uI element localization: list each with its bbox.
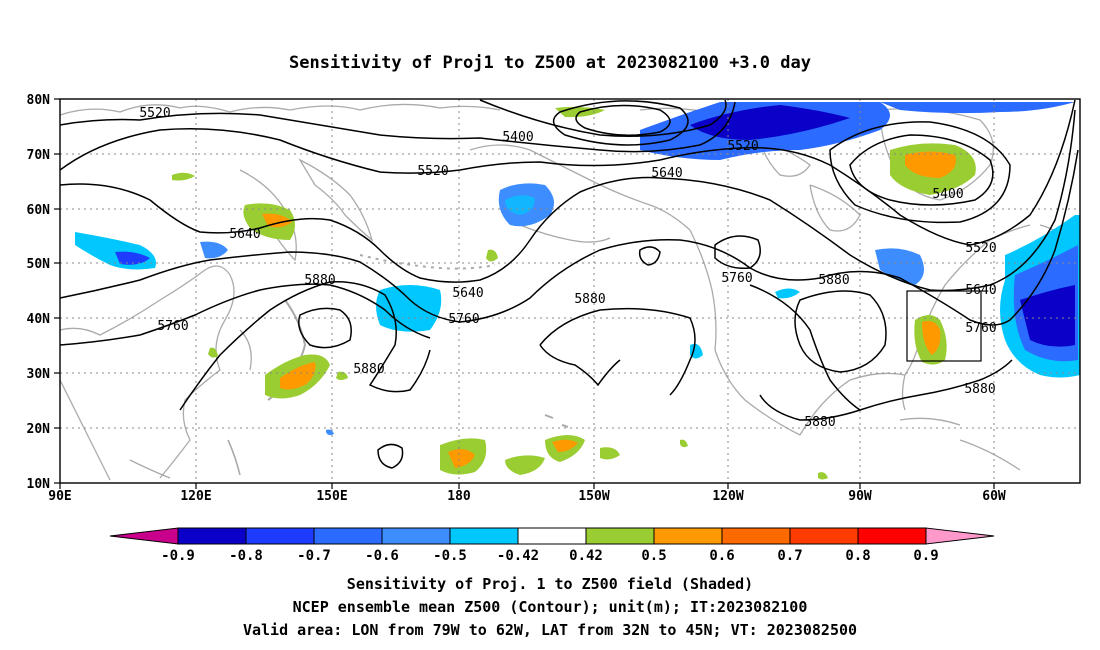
lat-label: 20N: [27, 422, 51, 437]
lat-label: 60N: [27, 203, 51, 218]
contour-label: 5880: [804, 415, 835, 430]
neg-region-hudson: [875, 248, 924, 285]
neg-region-pacific: [376, 285, 442, 332]
colorbar-label: 0.42: [569, 548, 603, 564]
colorbar-swatch: [449, 527, 519, 545]
map-panel: 5520 5400 5520 5640 5520 5400 5520 5640 …: [27, 93, 1081, 504]
contour-label: 5760: [448, 312, 479, 327]
contour-label: 5520: [417, 164, 448, 179]
colorbar-swatch: [313, 527, 383, 545]
caption-line-3: Valid area: LON from 79W to 62W, LAT fro…: [243, 621, 857, 639]
contour-label: 5880: [574, 292, 605, 307]
colorbar: [109, 527, 995, 545]
valid-area-box: [906, 290, 982, 362]
z500-contours: [59, 99, 1079, 469]
colorbar-label: 0.9: [913, 548, 938, 564]
lon-label: 120W: [712, 489, 743, 504]
colorbar-label: 0.6: [709, 548, 734, 564]
lon-label: 150W: [578, 489, 609, 504]
contour-label: 5520: [139, 106, 170, 121]
lat-label: 40N: [27, 312, 51, 327]
colorbar-swatch: [721, 527, 791, 545]
caption-line-1: Sensitivity of Proj. 1 to Z500 field (Sh…: [347, 575, 753, 593]
lon-labels: 90E 120E 150E 180 150W 120W 90W 60W: [48, 489, 1006, 504]
lon-label: 150E: [316, 489, 347, 504]
contour-label: 5760: [157, 319, 188, 334]
lat-label: 80N: [27, 93, 51, 108]
contour-label: 5640: [229, 227, 260, 242]
colorbar-label: 0.5: [641, 548, 666, 564]
colorbar-label: -0.9: [161, 548, 195, 564]
colorbar-label: -0.7: [297, 548, 331, 564]
contour-label: 5760: [965, 321, 996, 336]
colorbar-label: -0.6: [365, 548, 399, 564]
lat-label: 70N: [27, 148, 51, 163]
lon-label: 60W: [982, 489, 1006, 504]
contour-label: 5400: [502, 130, 533, 145]
colorbar-over-triangle: [925, 527, 995, 545]
contour-label: 5520: [965, 241, 996, 256]
lon-label: 90W: [848, 489, 872, 504]
map-title: Sensitivity of Proj1 to Z500 at 20230821…: [289, 53, 811, 73]
lon-label: 90E: [48, 489, 71, 504]
axis-ticks: [54, 98, 995, 489]
lon-label: 180: [447, 489, 471, 504]
colorbar-labels: -0.9 -0.8 -0.7 -0.6 -0.5 -0.42 0.42 0.5 0.6 0.7 0.…: [161, 548, 939, 564]
caption: Sensitivity of Proj. 1 to Z500 field (Sh…: [243, 575, 857, 639]
colorbar-swatch: [245, 527, 315, 545]
contour-label: 5640: [452, 286, 483, 301]
lat-labels: 80N 70N 60N 50N 40N 30N 20N 10N: [27, 93, 51, 492]
contour-labels: 5520 5400 5520 5640 5520 5400 5520 5640 …: [139, 106, 996, 430]
colorbar-swatch: [177, 527, 247, 545]
contour-label: 5880: [818, 273, 849, 288]
colorbar-label: 0.8: [845, 548, 870, 564]
colorbar-under-triangle: [109, 527, 179, 545]
caption-line-2: NCEP ensemble mean Z500 (Contour); unit(…: [293, 598, 808, 616]
graticule: [60, 99, 1080, 483]
contour-label: 5880: [353, 362, 384, 377]
lat-label: 30N: [27, 367, 51, 382]
colorbar-label: 0.7: [777, 548, 802, 564]
contour-label: 5520: [727, 139, 758, 154]
colorbar-swatch: [653, 527, 723, 545]
contour-label: 5880: [304, 273, 335, 288]
colorbar-label: -0.42: [497, 548, 539, 564]
contour-label: 5640: [965, 283, 996, 298]
colorbar-swatch: [381, 527, 451, 545]
lon-label: 120E: [180, 489, 211, 504]
colorbar-swatch: [857, 527, 927, 545]
map-frame: [59, 98, 1081, 484]
lat-label: 10N: [27, 477, 51, 492]
contour-label: 5760: [721, 271, 752, 286]
sensitivity-shading: [75, 102, 1080, 480]
colorbar-label: -0.5: [433, 548, 467, 564]
contour-label: 5400: [932, 187, 963, 202]
colorbar-swatch: [517, 527, 587, 545]
contour-label: 5640: [651, 166, 682, 181]
colorbar-swatch: [789, 527, 859, 545]
contour-label: 5880: [964, 382, 995, 397]
colorbar-label: -0.8: [229, 548, 263, 564]
colorbar-swatch: [585, 527, 655, 545]
lat-label: 50N: [27, 257, 51, 272]
